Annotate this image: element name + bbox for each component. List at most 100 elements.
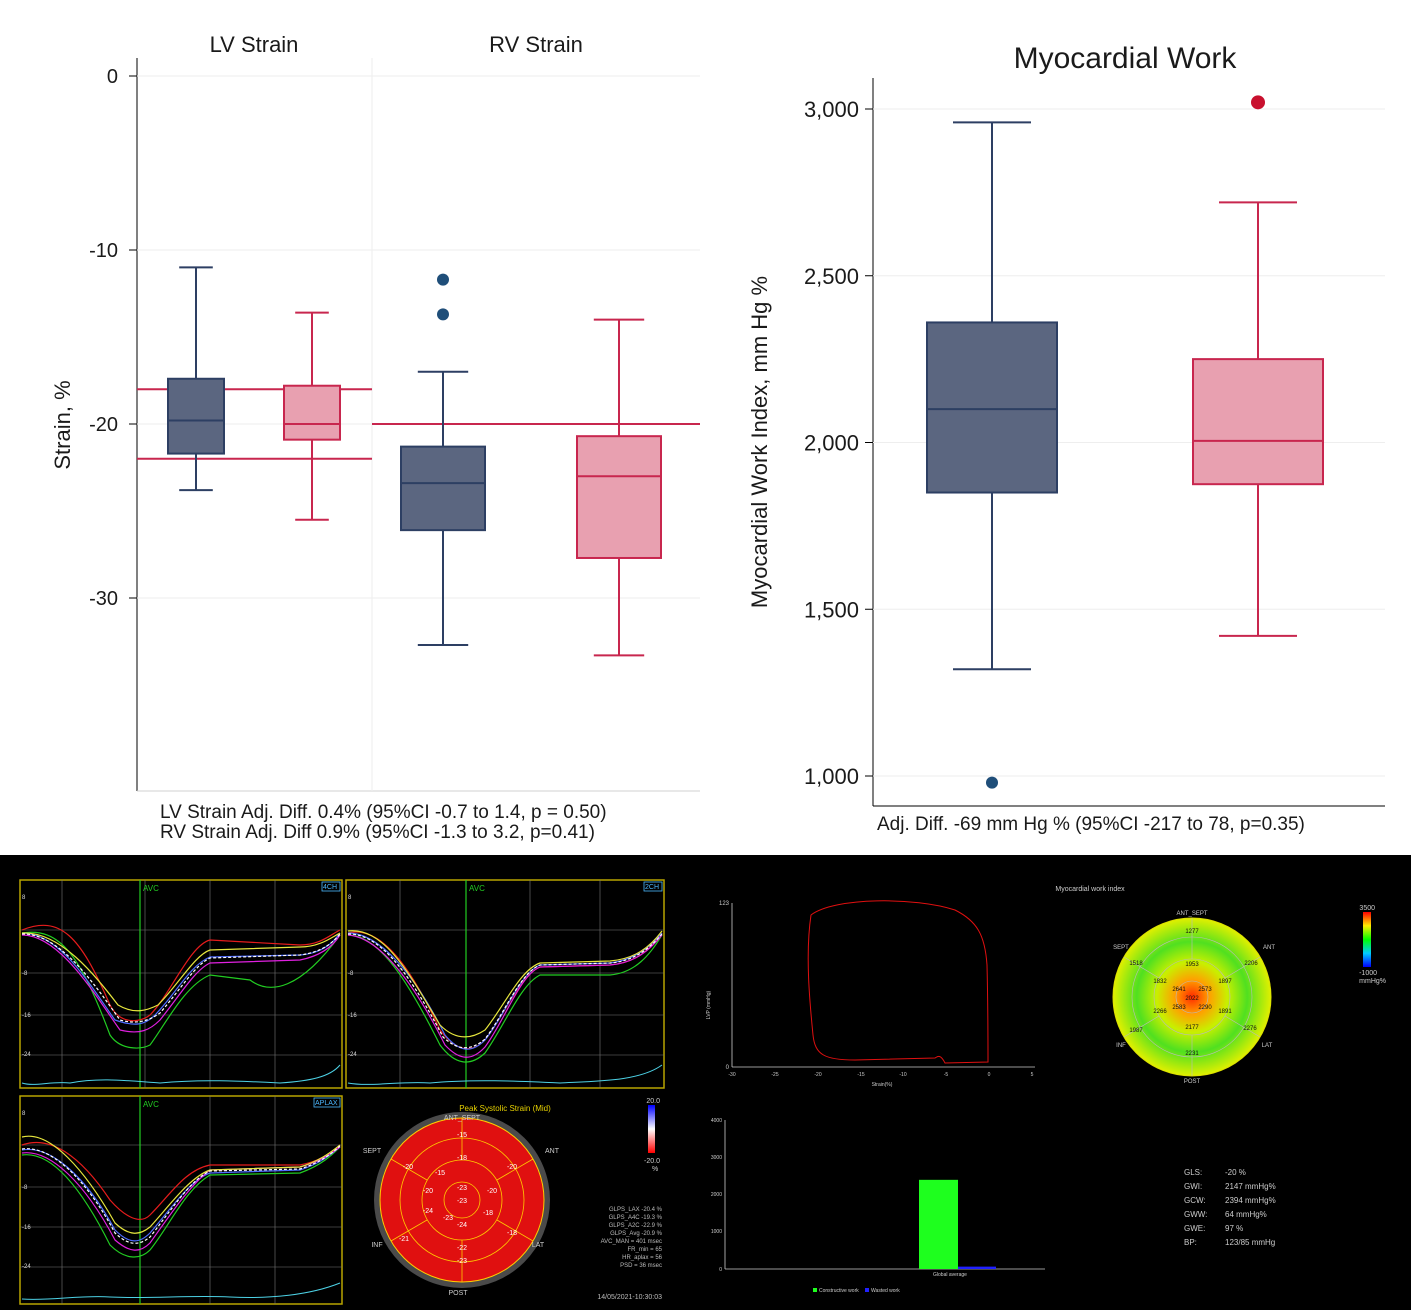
work-bullseye: Myocardial work index 1277 1953 1518 183… bbox=[1055, 886, 1275, 1085]
svg-text:GWW:: GWW: bbox=[1184, 1210, 1207, 1219]
svg-text:-24: -24 bbox=[348, 1052, 357, 1058]
svg-text:-16: -16 bbox=[22, 1013, 31, 1019]
svg-text:LVP (mmHg): LVP (mmHg) bbox=[706, 990, 712, 1019]
svg-text:-20.0: -20.0 bbox=[644, 1158, 660, 1165]
svg-text:-30: -30 bbox=[728, 1072, 735, 1078]
svg-text:3000: 3000 bbox=[711, 1155, 722, 1161]
svg-text:POST: POST bbox=[1184, 1079, 1201, 1085]
y-axis-label: Strain, % bbox=[50, 380, 75, 469]
svg-text:4000: 4000 bbox=[711, 1118, 722, 1124]
svg-text:%: % bbox=[652, 1166, 658, 1173]
svg-text:ANT: ANT bbox=[1263, 945, 1275, 951]
y-tick-label: 0 bbox=[107, 66, 118, 88]
svg-text:97 %: 97 % bbox=[1225, 1224, 1243, 1233]
box-iqr-0 bbox=[167, 377, 225, 455]
svg-text:8: 8 bbox=[22, 895, 26, 901]
svg-text:GCW:: GCW: bbox=[1184, 1196, 1206, 1205]
svg-text:-24: -24 bbox=[22, 1052, 31, 1058]
box-iqr-3 bbox=[576, 435, 662, 559]
svg-text:Wasted work: Wasted work bbox=[871, 1288, 900, 1294]
pressure-strain-loop: 123 0 LVP (mmHg) -30 -25 -20 -15 -10 -5 … bbox=[706, 900, 1035, 1088]
svg-text:-18: -18 bbox=[483, 1210, 493, 1217]
strain-curves-2ch: AVC 2CH 8 -8 -16 -24 bbox=[345, 879, 665, 1089]
svg-text:SEPT: SEPT bbox=[1113, 945, 1129, 951]
svg-text:20.0: 20.0 bbox=[646, 1098, 660, 1105]
svg-text:INF: INF bbox=[371, 1242, 382, 1249]
svg-text:-18: -18 bbox=[457, 1155, 467, 1162]
footnote: Adj. Diff. -69 mm Hg % (95%CI -217 to 78… bbox=[877, 814, 1305, 835]
svg-text:ANT: ANT bbox=[545, 1148, 560, 1155]
strain-boxplot-panel: 0 -10 -20 -30 LV Strain RV Strain Strain, %… bbox=[0, 0, 705, 850]
svg-text:-22: -22 bbox=[457, 1245, 467, 1252]
box-outlier bbox=[437, 308, 449, 321]
constructive-work-bar bbox=[919, 1179, 958, 1269]
y-tick-label: 2,500 bbox=[804, 264, 859, 289]
svg-text:2583: 2583 bbox=[1172, 1005, 1186, 1011]
svg-text:-20: -20 bbox=[507, 1164, 517, 1171]
y-tick-label: -20 bbox=[89, 414, 118, 436]
svg-text:ANT_SEPT: ANT_SEPT bbox=[1176, 911, 1207, 917]
svg-text:1000: 1000 bbox=[711, 1229, 722, 1235]
svg-text:5: 5 bbox=[1031, 1072, 1034, 1078]
footnote-lv: LV Strain Adj. Diff. 0.4% (95%CI -0.7 to… bbox=[160, 802, 607, 823]
strain-stats: GLPS_LAX -20.4 % GLPS_A4C -19.3 % GLPS_A… bbox=[601, 1207, 663, 1269]
svg-text:-16: -16 bbox=[348, 1013, 357, 1019]
svg-text:8: 8 bbox=[348, 895, 352, 901]
svg-text:0: 0 bbox=[988, 1072, 991, 1078]
svg-text:-23: -23 bbox=[443, 1215, 453, 1222]
strain-bullseye: Peak Systolic Strain (Mid) -15 -18 -20 -… bbox=[363, 1104, 560, 1297]
chart-title: Myocardial Work bbox=[1014, 42, 1238, 75]
svg-text:1987: 1987 bbox=[1129, 1028, 1143, 1034]
svg-text:1953: 1953 bbox=[1185, 962, 1199, 968]
svg-text:-24: -24 bbox=[22, 1264, 31, 1270]
y-tick-label: -30 bbox=[89, 588, 118, 610]
svg-text:GLPS_A4C -19.3 %: GLPS_A4C -19.3 % bbox=[609, 1215, 663, 1221]
svg-text:mmHg%: mmHg% bbox=[1359, 978, 1386, 985]
svg-text:AVC_MAN = 401 msec: AVC_MAN = 401 msec bbox=[601, 1239, 662, 1245]
svg-text:-8: -8 bbox=[348, 971, 354, 977]
work-color-scale: 3500 -1000 mmHg% bbox=[1359, 905, 1386, 985]
svg-text:LAT: LAT bbox=[1262, 1043, 1273, 1049]
svg-text:INF: INF bbox=[1116, 1043, 1126, 1049]
svg-text:-25: -25 bbox=[771, 1072, 778, 1078]
box-iqr-2 bbox=[400, 445, 486, 532]
svg-text:1897: 1897 bbox=[1218, 979, 1232, 985]
svg-text:AVC: AVC bbox=[143, 1100, 159, 1109]
svg-text:-5: -5 bbox=[944, 1072, 949, 1078]
svg-text:2206: 2206 bbox=[1244, 961, 1258, 967]
echo-strain-screenshot: AVC 4CH 8 -8 -16 -24 AVC bbox=[0, 855, 685, 1310]
svg-text:-15: -15 bbox=[857, 1072, 864, 1078]
svg-text:2000: 2000 bbox=[711, 1192, 722, 1198]
svg-text:123/85 mmHg: 123/85 mmHg bbox=[1225, 1238, 1275, 1247]
y-tick-label: 2,000 bbox=[804, 431, 859, 456]
svg-text:GLPS_Avg -20.9 %: GLPS_Avg -20.9 % bbox=[610, 1231, 663, 1237]
svg-text:2290: 2290 bbox=[1198, 1005, 1212, 1011]
y-tick-label: 1,500 bbox=[804, 597, 859, 622]
strain-color-scale: 20.0 -20.0 % bbox=[644, 1098, 660, 1173]
svg-text:GWE:: GWE: bbox=[1184, 1224, 1205, 1233]
svg-text:BP:: BP: bbox=[1184, 1238, 1197, 1247]
svg-text:-16: -16 bbox=[22, 1225, 31, 1231]
work-boxplot-panel: 1,000 1,500 2,000 2,500 3,000 Myocardial Wor… bbox=[705, 0, 1411, 850]
strain-boxplot: 0 -10 -20 -30 LV Strain RV Strain Strain, %… bbox=[50, 32, 700, 843]
svg-text:2022: 2022 bbox=[1185, 996, 1199, 1002]
svg-text:-20: -20 bbox=[423, 1188, 433, 1195]
svg-text:2573: 2573 bbox=[1198, 987, 1212, 993]
y-tick-label: 1,000 bbox=[804, 764, 859, 789]
svg-text:123: 123 bbox=[719, 901, 730, 907]
box-outlier bbox=[986, 776, 998, 789]
view-label-aplax: APLAX bbox=[315, 1100, 338, 1107]
svg-text:GWI:: GWI: bbox=[1184, 1182, 1202, 1191]
svg-text:GLPS_LAX -20.4 %: GLPS_LAX -20.4 % bbox=[609, 1207, 663, 1213]
group-label-rv: RV Strain bbox=[489, 32, 583, 57]
svg-text:-23: -23 bbox=[457, 1198, 467, 1205]
y-tick-label: -10 bbox=[89, 240, 118, 262]
box-outlier bbox=[437, 273, 449, 286]
echo-strain-svg: AVC 4CH 8 -8 -16 -24 AVC bbox=[19, 879, 665, 1305]
svg-text:-1000: -1000 bbox=[1359, 970, 1377, 977]
svg-text:-23: -23 bbox=[457, 1258, 467, 1265]
svg-text:GLS:: GLS: bbox=[1184, 1168, 1202, 1177]
svg-text:GLPS_A2C -22.9 %: GLPS_A2C -22.9 % bbox=[609, 1223, 663, 1229]
svg-text:-23: -23 bbox=[457, 1185, 467, 1192]
group-label-lv: LV Strain bbox=[210, 32, 299, 57]
